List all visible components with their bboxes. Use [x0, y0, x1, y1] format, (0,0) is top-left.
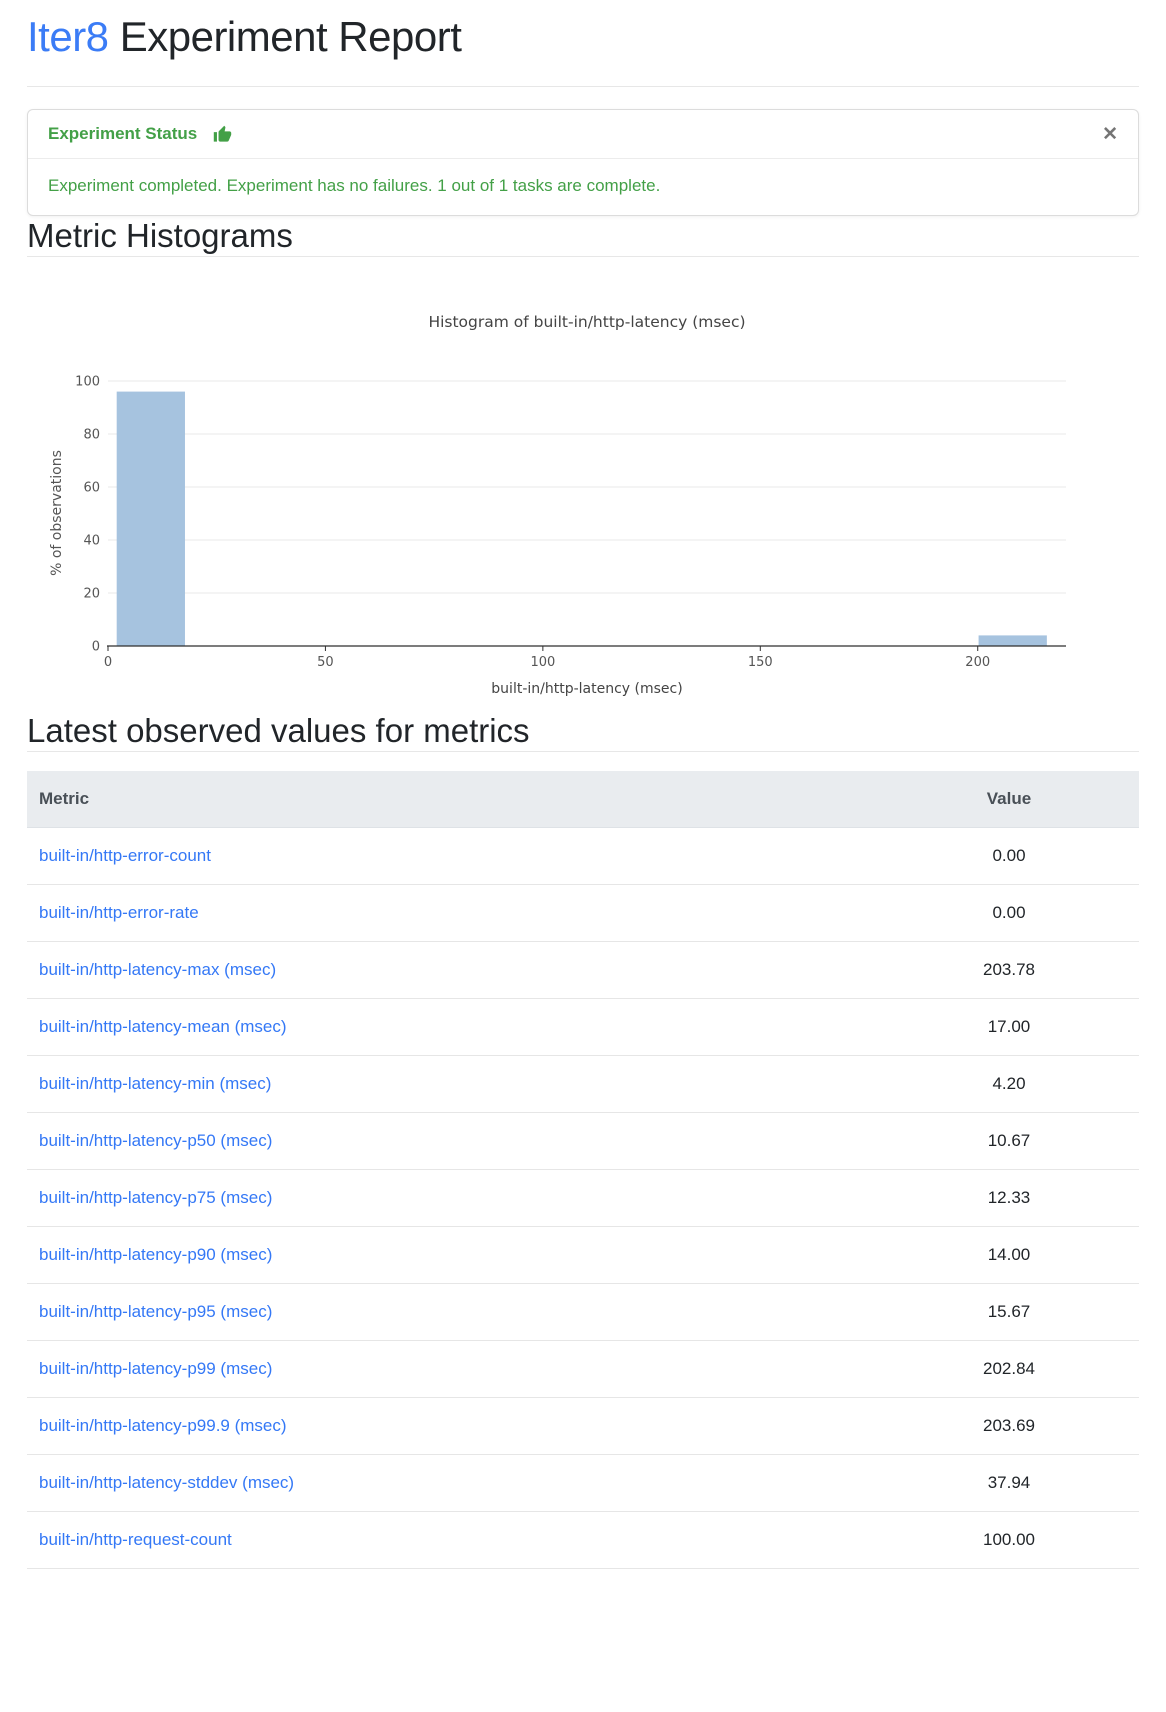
- y-tick-label: 40: [83, 533, 100, 548]
- y-tick-label: 100: [75, 374, 100, 389]
- histogram-bar: [116, 391, 185, 646]
- table-row: built-in/http-latency-p95 (msec) 15.67: [27, 1283, 1139, 1341]
- table-row: built-in/http-latency-stddev (msec) 37.94: [27, 1454, 1139, 1512]
- divider: [27, 750, 1139, 752]
- metric-value: 15.67: [879, 1283, 1139, 1341]
- thumbs-up-icon: [213, 125, 232, 144]
- close-icon[interactable]: ✕: [1102, 123, 1118, 145]
- metric-value: 203.69: [879, 1397, 1139, 1455]
- page-title-text: Experiment Report: [108, 13, 462, 60]
- table-row: built-in/http-latency-p99.9 (msec) 203.69: [27, 1397, 1139, 1455]
- report-page: Iter8 Experiment Report Experiment Statu…: [27, 12, 1139, 1569]
- table-row: built-in/http-latency-mean (msec) 17.00: [27, 998, 1139, 1056]
- y-tick-label: 20: [83, 586, 100, 601]
- metric-value: 12.33: [879, 1169, 1139, 1227]
- metric-link[interactable]: built-in/http-latency-stddev (msec): [39, 1472, 295, 1492]
- metric-link[interactable]: built-in/http-latency-p99.9 (msec): [39, 1415, 287, 1435]
- table-row: built-in/http-request-count 100.00: [27, 1511, 1139, 1569]
- metric-value: 202.84: [879, 1340, 1139, 1398]
- metric-value: 14.00: [879, 1226, 1139, 1284]
- table-row: built-in/http-latency-min (msec) 4.20: [27, 1055, 1139, 1113]
- latency-histogram: Histogram of built-in/http-latency (msec…: [49, 313, 1066, 697]
- metric-link[interactable]: built-in/http-latency-min (msec): [39, 1073, 272, 1093]
- table-row: built-in/http-latency-p99 (msec) 202.84: [27, 1340, 1139, 1398]
- y-tick-label: 60: [83, 480, 100, 495]
- metric-link[interactable]: built-in/http-error-count: [39, 845, 211, 865]
- latest-values-heading: Latest observed values for metrics: [27, 711, 530, 749]
- metric-value: 4.20: [879, 1055, 1139, 1113]
- metric-link[interactable]: built-in/http-latency-p75 (msec): [39, 1187, 273, 1207]
- page-title: Iter8 Experiment Report: [27, 12, 1139, 62]
- metric-value: 0.00: [879, 884, 1139, 942]
- table-row: built-in/http-latency-max (msec) 203.78: [27, 941, 1139, 999]
- metric-link[interactable]: built-in/http-latency-max (msec): [39, 959, 277, 979]
- brand-name: Iter8: [27, 13, 109, 60]
- x-tick-label: 50: [317, 655, 334, 670]
- metric-value: 10.67: [879, 1112, 1139, 1170]
- metric-histograms-heading: Metric Histograms: [27, 217, 293, 255]
- metric-link[interactable]: built-in/http-latency-p90 (msec): [39, 1244, 273, 1264]
- metric-link[interactable]: built-in/http-latency-p99 (msec): [39, 1358, 273, 1378]
- x-tick-label: 100: [530, 655, 555, 670]
- chart-title: Histogram of built-in/http-latency (msec…: [428, 313, 745, 331]
- metrics-table-body: built-in/http-error-count 0.00 built-in/ht…: [27, 827, 1139, 1569]
- table-row: built-in/http-latency-p90 (msec) 14.00: [27, 1226, 1139, 1284]
- table-header-row: Metric Value: [27, 770, 1139, 828]
- y-tick-label: 0: [92, 639, 100, 654]
- table-row: built-in/http-error-rate 0.00: [27, 884, 1139, 942]
- table-row: built-in/http-latency-p75 (msec) 12.33: [27, 1169, 1139, 1227]
- histogram-bar: [978, 635, 1047, 646]
- table-row: built-in/http-latency-p50 (msec) 10.67: [27, 1112, 1139, 1170]
- metric-link[interactable]: built-in/http-latency-p95 (msec): [39, 1301, 273, 1321]
- metric-value: 17.00: [879, 998, 1139, 1056]
- experiment-status-title: Experiment Status: [48, 124, 198, 144]
- value-column-header: Value: [879, 770, 1139, 828]
- divider: [27, 255, 1139, 257]
- table-row: built-in/http-error-count 0.00: [27, 827, 1139, 885]
- metric-link[interactable]: built-in/http-error-rate: [39, 902, 199, 922]
- experiment-status-card: Experiment Status ✕ Experiment completed…: [27, 109, 1139, 217]
- metric-value: 203.78: [879, 941, 1139, 999]
- x-axis-label: built-in/http-latency (msec): [491, 681, 682, 697]
- y-axis-label: % of observations: [49, 450, 65, 576]
- metrics-table: Metric Value built-in/http-error-count 0.…: [27, 770, 1139, 1569]
- metric-value: 100.00: [879, 1511, 1139, 1569]
- metric-link[interactable]: built-in/http-latency-mean (msec): [39, 1016, 287, 1036]
- metric-column-header: Metric: [27, 770, 879, 828]
- experiment-status-message: Experiment completed. Experiment has no …: [48, 176, 661, 196]
- y-tick-label: 80: [83, 427, 100, 442]
- metric-link[interactable]: built-in/http-latency-p50 (msec): [39, 1130, 273, 1150]
- histogram-chart-container: Histogram of built-in/http-latency (msec…: [27, 281, 1139, 711]
- metric-value: 37.94: [879, 1454, 1139, 1512]
- experiment-status-header: Experiment Status ✕: [28, 110, 1138, 160]
- divider: [27, 86, 1139, 88]
- x-tick-label: 0: [104, 655, 112, 670]
- metric-value: 0.00: [879, 827, 1139, 885]
- x-tick-label: 200: [965, 655, 990, 670]
- metric-link[interactable]: built-in/http-request-count: [39, 1529, 232, 1549]
- x-tick-label: 150: [748, 655, 773, 670]
